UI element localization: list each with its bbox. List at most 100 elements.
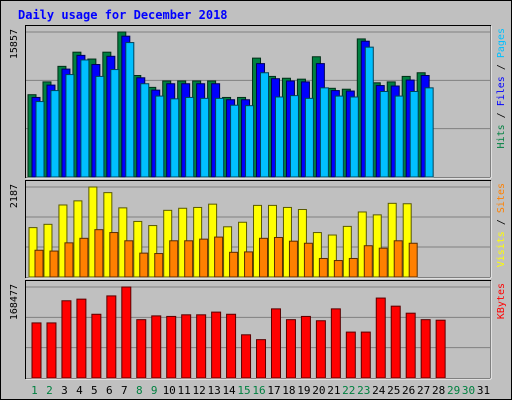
day-label: 18 — [282, 384, 295, 397]
bar-visits-day-9 — [148, 225, 158, 278]
panel-max-label: 168477 — [9, 284, 20, 320]
bar-pages-day-22 — [349, 96, 359, 178]
bar-pages-day-20 — [319, 87, 329, 178]
bar-sites-day-21 — [333, 260, 343, 278]
bar-kbytes-day-3 — [61, 300, 72, 379]
bar-sites-day-12 — [199, 238, 209, 278]
bar-sites-day-15 — [244, 251, 254, 278]
bar-kbytes-day-15 — [241, 334, 252, 379]
bar-visits-day-24 — [372, 214, 382, 278]
bar-pages-day-11 — [185, 96, 195, 178]
day-label: 10 — [163, 384, 176, 397]
bar-sites-day-8 — [139, 252, 149, 278]
panel-axis-legend: Hits / Files / Pages — [496, 28, 507, 148]
bar-pages-day-10 — [170, 98, 180, 178]
bar-visits-day-8 — [133, 220, 143, 278]
day-label: 17 — [267, 384, 280, 397]
bar-sites-day-3 — [64, 242, 74, 278]
bar-kbytes-day-13 — [211, 311, 222, 379]
bar-pages-day-13 — [215, 97, 225, 178]
bar-pages-day-6 — [110, 69, 120, 178]
bar-visits-day-3 — [58, 204, 68, 278]
bar-kbytes-day-27 — [420, 319, 431, 379]
day-label: 1 — [31, 384, 38, 397]
day-label: 12 — [193, 384, 206, 397]
day-label: 6 — [106, 384, 113, 397]
day-label: 7 — [121, 384, 128, 397]
day-label: 14 — [222, 384, 236, 397]
day-label: 2 — [46, 384, 53, 397]
bar-sites-day-26 — [408, 242, 418, 278]
bar-sites-day-13 — [214, 236, 224, 278]
day-label: 16 — [252, 384, 265, 397]
bar-pages-day-3 — [65, 74, 75, 178]
panel-max-label: 2187 — [9, 184, 20, 208]
bar-kbytes-day-21 — [330, 308, 341, 379]
day-label: 3 — [61, 384, 68, 397]
legend-separator: / — [496, 106, 507, 124]
bar-pages-day-15 — [245, 105, 255, 178]
day-label: 26 — [402, 384, 415, 397]
day-label: 24 — [372, 384, 386, 397]
bar-pages-day-4 — [80, 59, 90, 178]
bar-visits-day-21 — [327, 234, 337, 278]
day-label: 19 — [297, 384, 310, 397]
bar-pages-day-7 — [125, 42, 135, 178]
bar-pages-day-25 — [394, 95, 404, 178]
day-label: 20 — [312, 384, 325, 397]
day-label: 28 — [432, 384, 445, 397]
day-label: 25 — [387, 384, 400, 397]
bar-kbytes-day-19 — [300, 315, 311, 379]
bar-pages-day-18 — [289, 95, 299, 178]
bar-kbytes-day-25 — [390, 305, 401, 379]
bar-kbytes-day-28 — [435, 319, 446, 379]
bar-sites-day-23 — [363, 245, 373, 278]
bar-sites-day-22 — [348, 257, 358, 278]
bar-sites-day-14 — [229, 251, 239, 278]
bar-pages-day-17 — [274, 96, 284, 178]
day-label: 11 — [178, 384, 191, 397]
bar-kbytes-day-5 — [91, 313, 102, 379]
legend-sites: Sites — [496, 183, 507, 213]
bar-sites-day-9 — [154, 253, 164, 278]
bar-sites-day-19 — [303, 242, 313, 278]
bar-kbytes-day-17 — [270, 308, 281, 379]
bar-pages-day-2 — [50, 90, 60, 178]
day-label: 22 — [342, 384, 355, 397]
panel-top: 15857 Hits / Files / Pages — [9, 25, 507, 179]
bar-sites-day-18 — [288, 240, 298, 278]
day-label: 27 — [417, 384, 430, 397]
bar-visits-day-25 — [387, 202, 397, 278]
legend-files: Files — [496, 76, 507, 106]
day-label: 9 — [151, 384, 158, 397]
bar-visits-day-20 — [312, 232, 322, 278]
bar-sites-day-16 — [259, 237, 269, 278]
bar-kbytes-day-14 — [226, 313, 237, 379]
bar-kbytes-day-4 — [76, 298, 87, 379]
bar-kbytes-day-10 — [166, 315, 177, 379]
bar-kbytes-day-26 — [405, 312, 416, 379]
bar-visits-day-15 — [238, 221, 248, 278]
bar-sites-day-25 — [393, 240, 403, 278]
bar-pages-day-12 — [200, 97, 210, 178]
bar-pages-day-23 — [364, 46, 374, 178]
bar-pages-day-14 — [230, 104, 240, 178]
day-label: 15 — [237, 384, 250, 397]
bar-sites-day-20 — [318, 257, 328, 278]
bar-kbytes-day-6 — [106, 295, 117, 379]
day-label: 31 — [477, 384, 490, 397]
bar-pages-day-21 — [334, 95, 344, 178]
bar-kbytes-day-16 — [256, 339, 267, 379]
day-label: 8 — [136, 384, 143, 397]
legend-separator: / — [496, 58, 507, 76]
panel-axis-legend: KBytes — [496, 283, 507, 319]
legend-pages: Pages — [496, 28, 507, 58]
bar-kbytes-day-7 — [121, 286, 132, 379]
panel-middle: 2187 Visits / Sites — [9, 180, 507, 279]
legend-kbytes: KBytes — [496, 283, 507, 319]
bar-sites-day-24 — [378, 247, 388, 278]
bar-visits-day-26 — [402, 203, 412, 278]
bar-kbytes-day-24 — [375, 297, 386, 379]
bar-sites-day-17 — [273, 236, 283, 278]
